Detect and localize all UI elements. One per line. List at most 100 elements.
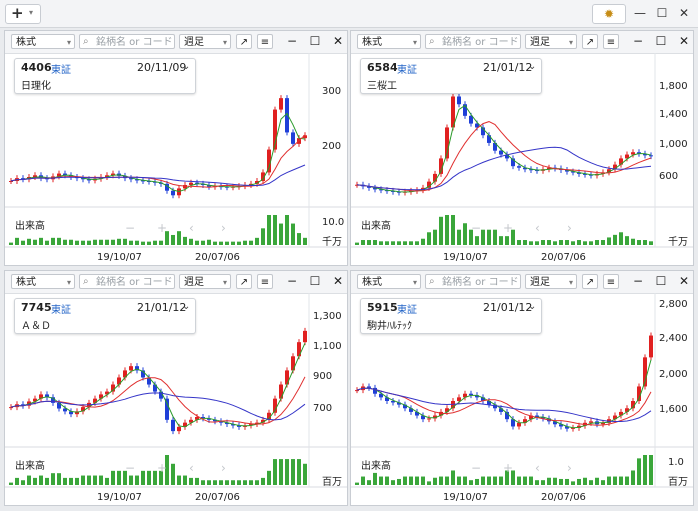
candle-body	[237, 425, 241, 427]
panel-close-button[interactable]: ✕	[678, 34, 690, 48]
nav-plus-icon[interactable]: +	[157, 221, 168, 235]
panel-maximize-button[interactable]: ☐	[655, 274, 667, 288]
stock-search-input[interactable]: ⌕ 銘柄名 or コード	[79, 34, 175, 49]
volume-bar	[111, 470, 115, 485]
nav-minus-icon[interactable]: −	[125, 461, 136, 475]
candle-body	[535, 170, 539, 172]
period-select-value: 週足	[184, 37, 204, 48]
market-select[interactable]: 株式 ▾	[11, 274, 75, 289]
sun-gear-icon: ✹	[603, 7, 615, 21]
period-select[interactable]: 週足 ▾	[525, 34, 577, 49]
chevron-circle-down-icon[interactable]: ⌄	[182, 61, 191, 72]
chevron-circle-down-icon[interactable]: ⌄	[528, 61, 537, 72]
chevron-circle-down-icon[interactable]: ⌄	[182, 301, 191, 312]
panel-maximize-button[interactable]: ☐	[309, 34, 321, 48]
expand-button[interactable]: ↗	[582, 34, 598, 49]
nav-prev-icon[interactable]: ‹	[189, 461, 194, 475]
nav-plus-icon[interactable]: +	[157, 461, 168, 475]
period-select[interactable]: 週足 ▾	[179, 34, 231, 49]
candle-body	[207, 185, 211, 187]
candle-body	[421, 415, 425, 420]
panel-minimize-button[interactable]: −	[632, 34, 644, 48]
stock-info-box[interactable]: 4406 東証 20/11/09 ⌄ 日理化	[14, 58, 196, 94]
menu-button[interactable]: ≡	[257, 34, 273, 49]
chevron-circle-down-icon[interactable]: ⌄	[528, 301, 537, 312]
nav-minus-icon[interactable]: −	[471, 461, 482, 475]
nav-minus-icon[interactable]: −	[471, 221, 482, 235]
price-chart[interactable]	[5, 271, 348, 506]
expand-button[interactable]: ↗	[236, 34, 252, 49]
panel-minimize-button[interactable]: −	[286, 34, 298, 48]
nav-next-icon[interactable]: ›	[221, 461, 226, 475]
candle-body	[123, 370, 127, 378]
stock-search-input[interactable]: ⌕ 銘柄名 or コード	[425, 34, 521, 49]
market-select[interactable]: 株式 ▾	[357, 34, 421, 49]
market-select[interactable]: 株式 ▾	[357, 274, 421, 289]
candle-body	[255, 181, 259, 184]
nav-plus-icon[interactable]: +	[503, 461, 514, 475]
volume-bar	[391, 241, 395, 245]
window-close-button[interactable]: ✕	[678, 6, 690, 20]
stock-search-input[interactable]: ⌕ 銘柄名 or コード	[425, 274, 521, 289]
panel-close-button[interactable]: ✕	[332, 274, 344, 288]
volume-bar	[361, 240, 365, 245]
menu-button[interactable]: ≡	[603, 274, 619, 289]
expand-button[interactable]: ↗	[582, 274, 598, 289]
period-select[interactable]: 週足 ▾	[525, 274, 577, 289]
expand-button[interactable]: ↗	[236, 274, 252, 289]
volume-bar	[69, 477, 73, 485]
period-select[interactable]: 週足 ▾	[179, 274, 231, 289]
stock-info-box[interactable]: 5915 東証 21/01/12 ⌄ 駒井ﾊﾙﾃｯｸ	[360, 298, 542, 334]
window-maximize-button[interactable]: ☐	[656, 6, 668, 20]
panel-close-button[interactable]: ✕	[332, 34, 344, 48]
nav-next-icon[interactable]: ›	[567, 461, 572, 475]
price-chart[interactable]	[351, 271, 694, 506]
candle-body	[303, 135, 307, 139]
price-chart[interactable]	[5, 31, 348, 266]
price-chart[interactable]	[351, 31, 694, 266]
nav-prev-icon[interactable]: ‹	[535, 461, 540, 475]
volume-bar	[63, 239, 67, 245]
volume-bar	[367, 480, 371, 485]
menu-button[interactable]: ≡	[603, 34, 619, 49]
panel-minimize-button[interactable]: −	[632, 274, 644, 288]
market-select[interactable]: 株式 ▾	[11, 34, 75, 49]
volume-bar	[559, 478, 563, 485]
volume-bar	[189, 477, 193, 485]
volume-bar	[613, 476, 617, 485]
volume-bar	[33, 239, 37, 245]
volume-bar	[511, 470, 515, 485]
nav-minus-icon[interactable]: −	[125, 221, 136, 235]
volume-bar	[153, 240, 157, 245]
nav-plus-icon[interactable]: +	[503, 221, 514, 235]
panel-maximize-button[interactable]: ☐	[655, 34, 667, 48]
settings-button[interactable]: ✹	[592, 4, 626, 24]
market-select-value: 株式	[362, 37, 382, 48]
stock-info-box[interactable]: 6584 東証 21/01/12 ⌄ 三桜工	[360, 58, 542, 94]
volume-bar	[105, 477, 109, 485]
menu-button[interactable]: ≡	[257, 274, 273, 289]
menu-icon: ≡	[606, 277, 616, 288]
chevron-down-icon: ▾	[222, 38, 227, 47]
stock-info-box[interactable]: 7745 東証 21/01/12 ⌄ Ａ＆Ｄ	[14, 298, 196, 334]
stock-search-input[interactable]: ⌕ 銘柄名 or コード	[79, 274, 175, 289]
volume-bar	[51, 473, 55, 485]
nav-next-icon[interactable]: ›	[567, 221, 572, 235]
volume-bar	[135, 240, 139, 245]
nav-prev-icon[interactable]: ‹	[189, 221, 194, 235]
nav-prev-icon[interactable]: ‹	[535, 221, 540, 235]
volume-bar	[99, 239, 103, 245]
add-chart-button[interactable]: + ▾	[5, 4, 41, 24]
panel-minimize-button[interactable]: −	[286, 274, 298, 288]
candle-body	[141, 370, 145, 378]
panel-close-button[interactable]: ✕	[678, 274, 690, 288]
panel-maximize-button[interactable]: ☐	[309, 274, 321, 288]
nav-next-icon[interactable]: ›	[221, 221, 226, 235]
window-minimize-button[interactable]: —	[634, 6, 646, 20]
search-icon: ⌕	[83, 276, 89, 287]
stock-code: 4406	[21, 61, 52, 74]
volume-bar	[297, 459, 301, 485]
volume-bar	[297, 233, 301, 245]
volume-bar	[595, 240, 599, 245]
candle-body	[9, 407, 13, 409]
